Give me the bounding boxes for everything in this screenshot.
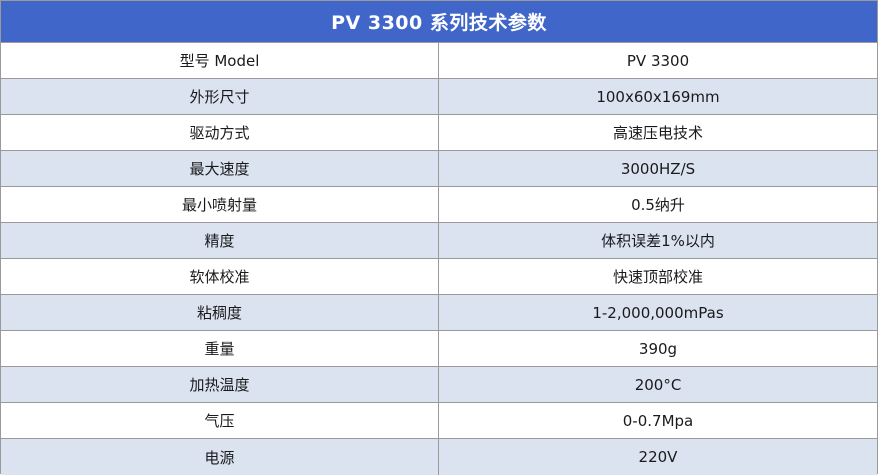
row-label-precision: 精度 (1, 223, 439, 258)
table-row: 软体校准 快速顶部校准 (1, 259, 877, 295)
table-row: 精度 体积误差1%以内 (1, 223, 877, 259)
table-row: 粘稠度 1-2,000,000mPas (1, 295, 877, 331)
table-row: 最大速度 3000HZ/S (1, 151, 877, 187)
row-value-calibration: 快速顶部校准 (612, 268, 703, 286)
row-label-heating-temp: 加热温度 (1, 367, 439, 402)
row-value-precision: 体积误差1%以内 (601, 232, 715, 250)
table-row: 驱动方式 高速压电技术 (1, 115, 877, 151)
row-label-calibration: 软体校准 (1, 259, 439, 294)
table-row: 重量 390g (1, 331, 877, 367)
row-label-dimensions: 外形尺寸 (1, 79, 439, 114)
row-value-max-speed: 3000HZ/S (620, 159, 696, 178)
row-value-min-volume: 0.5纳升 (631, 196, 685, 214)
row-value-weight: 390g (638, 339, 678, 358)
row-value-dimensions: 100x60x169mm (596, 87, 720, 106)
table-row: 加热温度 200°C (1, 367, 877, 403)
row-label-drive-mode: 驱动方式 (1, 115, 439, 150)
row-label-viscosity: 粘稠度 (1, 295, 439, 330)
row-value-model: PV 3300 (626, 51, 690, 70)
row-label-max-speed: 最大速度 (1, 151, 439, 186)
row-value-drive-mode: 高速压电技术 (612, 124, 703, 142)
row-value-viscosity: 1-2,000,000mPas (592, 303, 724, 322)
table-row: 最小喷射量 0.5纳升 (1, 187, 877, 223)
row-value-power: 220V (638, 448, 678, 466)
row-value-air-pressure: 0-0.7Mpa (622, 411, 694, 430)
row-label-power: 电源 (1, 439, 439, 475)
row-label-min-volume: 最小喷射量 (1, 187, 439, 222)
table-row: 气压 0-0.7Mpa (1, 403, 877, 439)
row-value-heating-temp: 200°C (634, 375, 682, 394)
table-rows: 型号 Model PV 3300 外形尺寸 100x60x169mm 驱动方式 … (1, 43, 877, 475)
row-label-air-pressure: 气压 (1, 403, 439, 438)
table-row: 型号 Model PV 3300 (1, 43, 877, 79)
row-label-weight: 重量 (1, 331, 439, 366)
table-title: PV 3300 系列技术参数 (1, 1, 877, 43)
table-row: 电源 220V (1, 439, 877, 475)
row-label-model: 型号 Model (1, 43, 439, 78)
table-row: 外形尺寸 100x60x169mm (1, 79, 877, 115)
